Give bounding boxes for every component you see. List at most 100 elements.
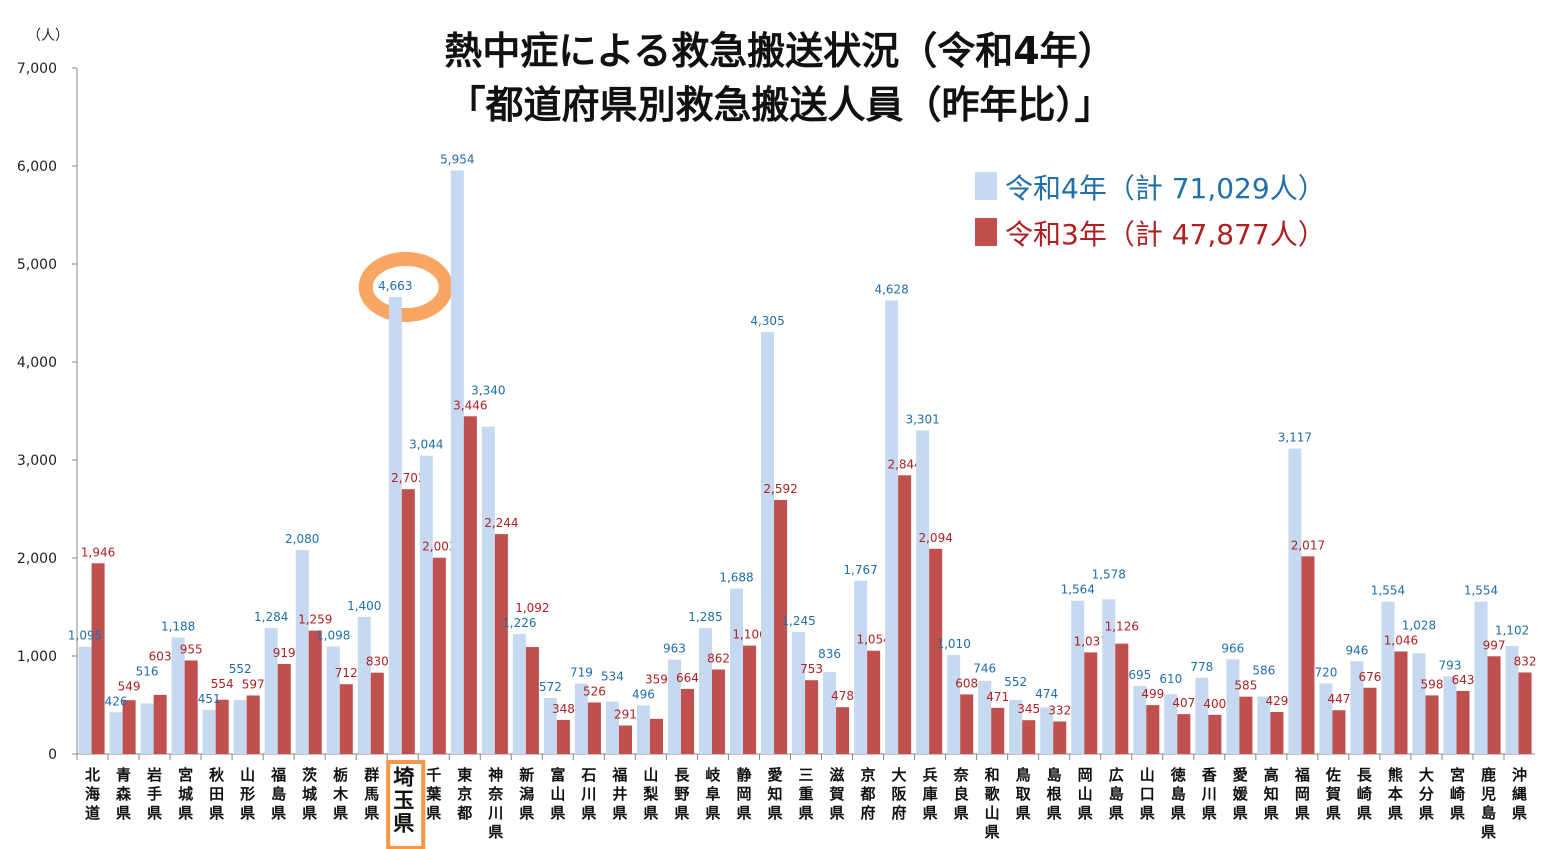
x-tick-label: 大阪府 [892, 766, 908, 822]
data-label-r4: 552 [229, 662, 252, 676]
bar-r4 [885, 300, 899, 754]
data-label-r3: 919 [273, 646, 296, 660]
data-label-r3: 676 [1359, 670, 1382, 684]
data-label-r3: 2,844 [887, 457, 921, 471]
data-label-r3: 554 [211, 677, 234, 691]
data-label-r3: 1,946 [81, 545, 115, 559]
data-label-r4: 1,226 [502, 616, 536, 630]
data-label-r4: 3,044 [409, 438, 443, 452]
bar-r3 [1115, 643, 1129, 754]
bar-r3 [867, 650, 881, 754]
data-label-r3: 359 [645, 672, 668, 686]
chart-title-line2: 「都道府県別救急搬送人員（昨年比）」 [447, 83, 1112, 127]
data-label-r3: 2,244 [484, 516, 518, 530]
bar-r3 [1332, 710, 1346, 754]
data-label-r4: 793 [1439, 658, 1462, 672]
bar-r4 [1319, 683, 1333, 754]
data-label-r4: 572 [539, 680, 562, 694]
data-label-r3: 1,054 [856, 633, 890, 647]
data-label-r4: 1,284 [254, 610, 288, 624]
bar-r4 [419, 455, 433, 754]
x-tick-label: 東京都 [456, 766, 472, 822]
data-label-r3: 753 [800, 662, 823, 676]
data-label-r3: 1,126 [1105, 619, 1139, 633]
bar-r3 [1301, 556, 1315, 754]
bar-r3 [277, 663, 291, 754]
bar-r3 [1208, 714, 1222, 754]
data-label-r4: 426 [105, 694, 128, 708]
data-label-r4: 1,688 [719, 571, 753, 585]
bar-r3 [587, 702, 601, 754]
bar-r4 [1009, 699, 1023, 754]
bar-r3 [836, 707, 850, 754]
y-tick-label: 7,000 [17, 61, 57, 77]
bar-r3 [1518, 672, 1532, 754]
data-label-r3: 1,037 [1074, 634, 1108, 648]
data-label-r4: 2,080 [285, 532, 319, 546]
data-label-r3: 603 [149, 649, 172, 663]
data-label-r3: 332 [1048, 703, 1071, 717]
data-label-r4: 610 [1159, 672, 1182, 686]
y-axis-unit: （人） [27, 28, 69, 44]
bar-r3 [525, 646, 539, 754]
bar-r4 [1040, 707, 1054, 754]
x-tick-label: 群馬県 [364, 766, 379, 822]
bar-r3 [805, 680, 819, 754]
x-tick-label: 福井県 [611, 766, 627, 822]
bar-r4 [388, 297, 402, 754]
data-label-r4: 552 [1004, 675, 1027, 689]
bar-r3 [991, 707, 1005, 754]
bar-r4 [854, 580, 868, 754]
data-label-r3: 832 [1514, 654, 1537, 668]
x-tick-label: 秋田県 [209, 766, 225, 822]
x-tick-label: 熊本県 [1388, 766, 1403, 822]
x-tick-label: 茨城県 [302, 766, 317, 822]
bar-r4 [78, 646, 92, 754]
bar-r3 [401, 489, 415, 754]
y-tick-label: 1,000 [17, 649, 57, 665]
y-tick-label: 5,000 [17, 257, 57, 273]
x-tick-label: 鹿児島県 [1480, 766, 1496, 841]
bar-r4 [233, 699, 247, 754]
x-tick-label: 石川県 [580, 766, 596, 822]
x-tick-label: 宮城県 [178, 766, 193, 822]
x-tick-label: 岡山県 [1078, 766, 1093, 822]
bar-r3 [1394, 651, 1408, 754]
legend-label-r4: 令和4年（計 71,029人） [1005, 172, 1326, 205]
x-tick-label: 長崎県 [1357, 766, 1373, 822]
bar-r4 [574, 683, 588, 754]
bar-r4 [823, 672, 837, 754]
bar-r4 [295, 550, 309, 754]
bar-r4 [109, 712, 123, 754]
bar-r3 [898, 475, 912, 754]
bar-r3 [1270, 711, 1284, 754]
bar-r3 [1456, 690, 1470, 754]
highlighted-category-label: 埼玉県 [391, 766, 415, 835]
bar-r4 [1195, 677, 1209, 754]
data-label-r4: 516 [136, 664, 159, 678]
x-tick-label: 神奈川県 [487, 766, 504, 841]
data-label-r3: 1,106 [732, 628, 766, 642]
data-label-r4: 1,578 [1092, 568, 1126, 582]
bar-r3 [649, 718, 663, 754]
data-label-r4: 719 [570, 666, 593, 680]
y-tick-label: 3,000 [17, 453, 57, 469]
x-tick-label: 徳島県 [1170, 766, 1186, 822]
bar-r4 [1164, 694, 1178, 754]
bar-r4 [698, 628, 713, 754]
data-label-r4: 1,010 [936, 637, 970, 651]
bar-r4 [761, 332, 775, 754]
bar-r3 [774, 499, 788, 754]
x-tick-label: 島根県 [1047, 766, 1062, 822]
data-label-r4: 963 [663, 642, 686, 656]
x-tick-label: 沖縄県 [1512, 766, 1527, 822]
data-label-r3: 345 [1017, 702, 1040, 716]
x-tick-label: 福岡県 [1294, 766, 1310, 822]
x-tick-label: 三重県 [798, 766, 813, 822]
data-label-r3: 348 [552, 702, 575, 716]
bar-r4 [1443, 676, 1457, 754]
data-label-r4: 1,028 [1402, 618, 1436, 632]
data-label-r3: 2,702 [391, 471, 425, 485]
data-label-r4: 1,245 [781, 614, 815, 628]
